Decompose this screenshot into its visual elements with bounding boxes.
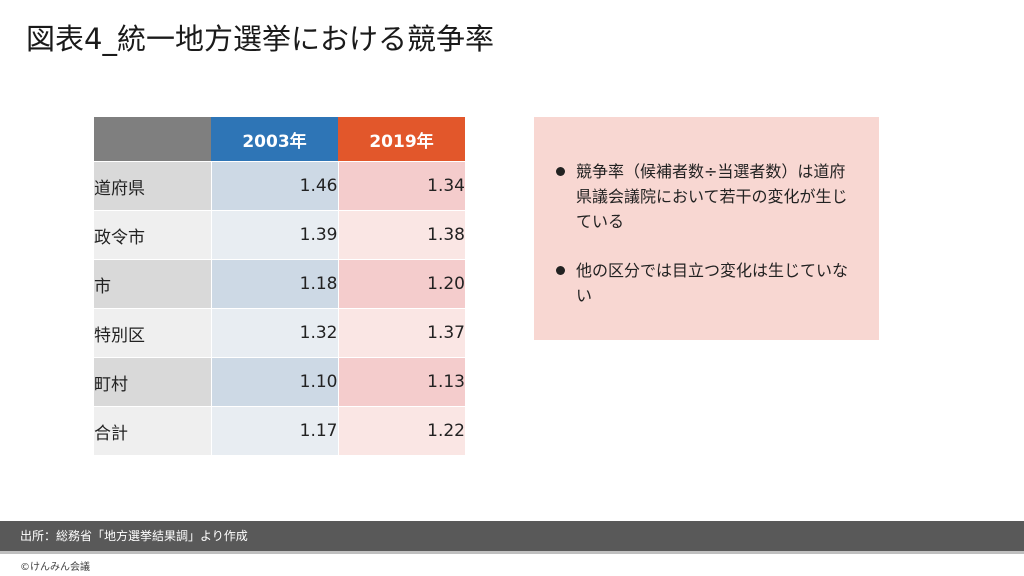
- header-2003: 2003年: [211, 117, 338, 162]
- source-bar: 出所：総務省「地方選挙結果調」より作成: [0, 521, 1024, 551]
- note-item: 他の区分では目立つ変化は生じていない: [554, 258, 859, 308]
- row-label: 市: [94, 259, 211, 309]
- value-2003: 1.17: [210, 406, 338, 456]
- header-blank-cell: [94, 117, 211, 162]
- value-2019: 1.22: [337, 406, 465, 456]
- competition-rate-table: 2003年 2019年 道府県 1.46 1.34 政令市 1.39 1.38 …: [94, 117, 465, 456]
- table-row: 特別区 1.32 1.37: [94, 308, 465, 358]
- table-row: 町村 1.10 1.13: [94, 357, 465, 407]
- value-2019: 1.20: [337, 259, 465, 309]
- note-text: 競争率（候補者数÷当選者数）は道府県議会議院において若干の変化が生じている: [576, 162, 848, 231]
- notes-list: 競争率（候補者数÷当選者数）は道府県議会議院において若干の変化が生じている 他の…: [554, 159, 859, 308]
- value-2019: 1.34: [337, 161, 465, 211]
- divider: [0, 551, 1024, 554]
- row-label: 特別区: [94, 308, 211, 358]
- source-text: 出所：総務省「地方選挙結果調」より作成: [20, 529, 248, 543]
- row-label: 政令市: [94, 210, 211, 260]
- value-2003: 1.46: [210, 161, 338, 211]
- header-2019: 2019年: [338, 117, 465, 162]
- table-header-row: 2003年 2019年: [94, 117, 465, 162]
- copyright-text: ©けんみん会議: [20, 562, 90, 573]
- note-item: 競争率（候補者数÷当選者数）は道府県議会議院において若干の変化が生じている: [554, 159, 859, 234]
- bullet-icon: [556, 266, 565, 275]
- table-row: 合計 1.17 1.22: [94, 406, 465, 456]
- table-row: 政令市 1.39 1.38: [94, 210, 465, 260]
- notes-box: 競争率（候補者数÷当選者数）は道府県議会議院において若干の変化が生じている 他の…: [534, 117, 879, 340]
- value-2019: 1.37: [337, 308, 465, 358]
- value-2003: 1.18: [210, 259, 338, 309]
- value-2019: 1.38: [337, 210, 465, 260]
- page-title: 図表4_統一地方選挙における競争率: [26, 22, 494, 56]
- value-2019: 1.13: [337, 357, 465, 407]
- table-row: 市 1.18 1.20: [94, 259, 465, 309]
- row-label: 道府県: [94, 161, 211, 211]
- value-2003: 1.10: [210, 357, 338, 407]
- note-text: 他の区分では目立つ変化は生じていない: [576, 261, 849, 305]
- value-2003: 1.32: [210, 308, 338, 358]
- row-label: 合計: [94, 406, 211, 456]
- row-label: 町村: [94, 357, 211, 407]
- value-2003: 1.39: [210, 210, 338, 260]
- table-row: 道府県 1.46 1.34: [94, 161, 465, 211]
- bullet-icon: [556, 167, 565, 176]
